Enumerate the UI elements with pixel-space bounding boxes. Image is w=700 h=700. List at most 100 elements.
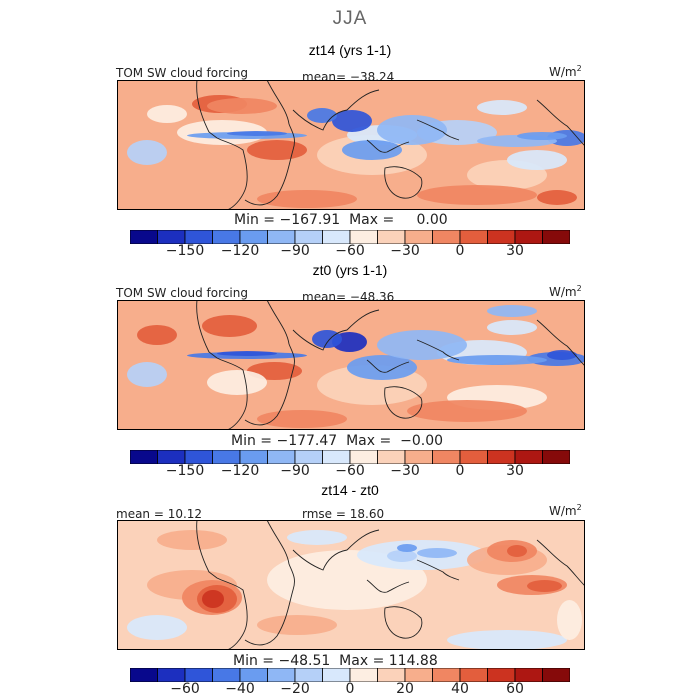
field-region bbox=[517, 132, 567, 140]
coastline bbox=[416, 339, 460, 361]
colorbar-segment bbox=[487, 668, 516, 682]
colorbar-segment bbox=[267, 450, 296, 464]
panel2-colorbar-ticks: −150 −120 −90 −60 −30 0 30 bbox=[130, 463, 570, 481]
field-region bbox=[377, 115, 447, 145]
colorbar-segment bbox=[184, 668, 213, 682]
field-region bbox=[487, 305, 537, 317]
colorbar-tick-label: −60 bbox=[335, 463, 365, 479]
field-region bbox=[127, 362, 167, 387]
colorbar-segment bbox=[157, 450, 186, 464]
colorbar-tick-label: −90 bbox=[280, 243, 310, 259]
colorbar-segment bbox=[294, 230, 323, 244]
colorbar-segment bbox=[542, 668, 570, 682]
field-region bbox=[507, 545, 527, 557]
coastline bbox=[196, 300, 248, 430]
colorbar-segment bbox=[432, 668, 461, 682]
colorbar-tick-label: 0 bbox=[455, 243, 465, 259]
panel3-map bbox=[117, 520, 585, 650]
field-region bbox=[377, 330, 467, 360]
colorbar-segment bbox=[212, 450, 241, 464]
panel1-colorbar bbox=[130, 230, 570, 244]
panel2-map bbox=[117, 300, 585, 430]
panel1-colorbar-ticks: −150 −120 −90 −60 −30 0 30 bbox=[130, 243, 570, 261]
colorbar-segment bbox=[404, 230, 433, 244]
colorbar-tick-label: 40 bbox=[451, 681, 469, 697]
colorbar-segment bbox=[239, 668, 268, 682]
colorbar-segment bbox=[294, 450, 323, 464]
colorbar-tick-label: −20 bbox=[280, 681, 310, 697]
field-region bbox=[407, 400, 527, 422]
colorbar-segment bbox=[239, 230, 268, 244]
colorbar-tick-label: −90 bbox=[280, 463, 310, 479]
colorbar-tick-label: −150 bbox=[165, 243, 205, 259]
colorbar-segment bbox=[459, 668, 488, 682]
field-region bbox=[202, 315, 257, 337]
field-region bbox=[127, 615, 187, 640]
colorbar-tick-label: 0 bbox=[455, 463, 465, 479]
field-region bbox=[227, 131, 287, 136]
colorbar-segment bbox=[377, 230, 406, 244]
colorbar-segment bbox=[514, 668, 543, 682]
colorbar-tick-label: −40 bbox=[225, 681, 255, 697]
colorbar-segment bbox=[267, 668, 296, 682]
colorbar-tick-label: −120 bbox=[220, 243, 260, 259]
coastline bbox=[244, 80, 295, 206]
figure-title: JJA bbox=[332, 8, 368, 29]
coastline bbox=[196, 80, 248, 210]
field-region bbox=[447, 630, 567, 650]
panel2-minmax: Min = −177.47 Max = −0.00 bbox=[231, 433, 444, 449]
field-region bbox=[257, 410, 347, 428]
colorbar-tick-label: 30 bbox=[506, 463, 524, 479]
colorbar-segment bbox=[157, 230, 186, 244]
field-region bbox=[157, 530, 227, 550]
coastline bbox=[536, 539, 585, 587]
colorbar-segment bbox=[184, 450, 213, 464]
coastline bbox=[292, 309, 380, 351]
colorbar-tick-label: 20 bbox=[396, 681, 414, 697]
colorbar-segment bbox=[404, 450, 433, 464]
colorbar-tick-label: −30 bbox=[390, 243, 420, 259]
colorbar-segment bbox=[349, 668, 378, 682]
colorbar-tick-label: −120 bbox=[220, 463, 260, 479]
coastline bbox=[384, 386, 423, 419]
colorbar-segment bbox=[514, 230, 543, 244]
colorbar-segment bbox=[459, 450, 488, 464]
colorbar-tick-label: 0 bbox=[345, 681, 355, 697]
panel1-title: zt14 (yrs 1-1) bbox=[308, 42, 392, 58]
field-region bbox=[257, 190, 357, 208]
map-frame bbox=[117, 300, 585, 430]
field-region bbox=[547, 350, 577, 360]
colorbar-segment bbox=[184, 230, 213, 244]
colorbar-segment bbox=[349, 450, 378, 464]
panel3-colorbar bbox=[130, 668, 570, 682]
panel2-colorbar bbox=[130, 450, 570, 464]
panel3-rmse-label: rmse = 18.60 bbox=[302, 507, 385, 521]
coastline bbox=[366, 359, 410, 373]
panel3-title: zt14 - zt0 bbox=[321, 482, 379, 498]
coastline bbox=[244, 520, 295, 646]
panel3-minmax: Min = −48.51 Max = 114.88 bbox=[233, 653, 438, 669]
field-region bbox=[557, 600, 582, 640]
colorbar-segment bbox=[404, 668, 433, 682]
colorbar-segment bbox=[130, 230, 158, 244]
colorbar-tick-label: 60 bbox=[506, 681, 524, 697]
colorbar-tick-label: −60 bbox=[335, 243, 365, 259]
field-region bbox=[417, 548, 457, 558]
coastline bbox=[366, 579, 410, 593]
panel3-mean-label: mean = 10.12 bbox=[116, 507, 203, 521]
field-region bbox=[347, 355, 417, 380]
colorbar-segment bbox=[377, 450, 406, 464]
colorbar-segment bbox=[459, 230, 488, 244]
field-region bbox=[207, 98, 277, 114]
colorbar-tick-label: 30 bbox=[506, 243, 524, 259]
colorbar-segment bbox=[130, 450, 158, 464]
colorbar-segment bbox=[294, 668, 323, 682]
panel1-map bbox=[117, 80, 585, 210]
colorbar-segment bbox=[322, 450, 351, 464]
field-region bbox=[447, 355, 547, 365]
field-region bbox=[202, 590, 224, 608]
panel3-units-label: W/m2 bbox=[549, 503, 582, 518]
field-region bbox=[287, 530, 347, 545]
coastline bbox=[416, 559, 460, 581]
colorbar-segment bbox=[542, 450, 570, 464]
